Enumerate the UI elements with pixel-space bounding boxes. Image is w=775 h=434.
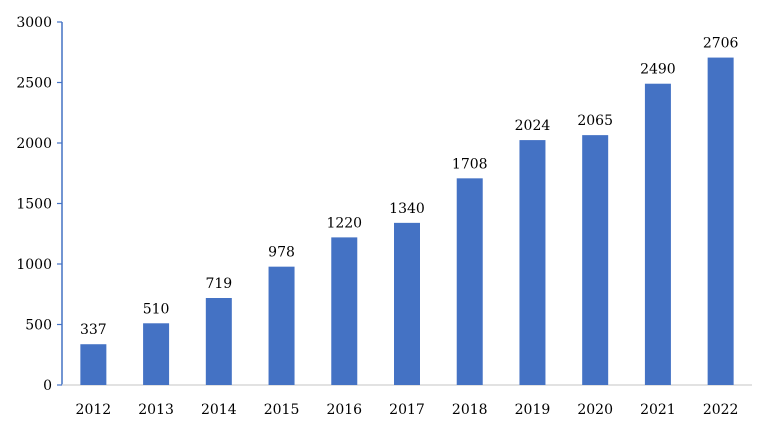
- bar-2013: [143, 323, 170, 385]
- y-tick-label: 3000: [16, 15, 52, 31]
- x-tick-label: 2017: [389, 402, 425, 418]
- x-tick-label: 2012: [76, 402, 112, 418]
- data-label-2019: 2024: [515, 118, 551, 134]
- x-tick-label: 2019: [515, 402, 551, 418]
- x-axis: 2012 2013 2014 2015 2016 2017 2018 2019 2020 2021…: [62, 384, 752, 418]
- y-tick-label: 1000: [16, 257, 52, 273]
- bar-2017: [394, 222, 420, 385]
- x-tick-label: 2018: [452, 402, 488, 418]
- x-tick-label: 2016: [326, 402, 362, 418]
- data-label-2013: 510: [143, 301, 170, 317]
- data-label-2014: 719: [205, 276, 232, 292]
- bar-2018: [456, 178, 483, 385]
- x-tick-label: 2013: [138, 402, 174, 418]
- data-label-2015: 978: [268, 245, 295, 261]
- data-label-2022: 2706: [703, 36, 739, 52]
- bar-2015: [268, 266, 295, 385]
- x-tick-label: 2022: [703, 402, 739, 418]
- data-label-2018: 1708: [452, 156, 488, 172]
- y-tick-label: 2500: [16, 76, 52, 92]
- data-label-2020: 2065: [577, 113, 613, 129]
- x-tick-label: 2021: [640, 402, 676, 418]
- x-tick-label: 2020: [577, 402, 613, 418]
- bar-2022: [707, 57, 734, 385]
- data-label-2016: 1220: [326, 215, 362, 231]
- data-label-2021: 2490: [640, 62, 676, 78]
- bar-2020: [582, 135, 609, 385]
- bar-2012: [80, 344, 107, 385]
- y-tick-label: 1500: [16, 197, 52, 213]
- bar-2021: [644, 83, 671, 386]
- x-tick-label: 2015: [264, 402, 300, 418]
- bar-2019: [519, 140, 546, 385]
- bar-2016: [331, 237, 358, 385]
- y-tick-label: 2000: [16, 136, 52, 152]
- y-tick-label: 0: [43, 378, 52, 394]
- data-labels: 337 510 719 978 1220 1340 1708 2024 2065 2490 2706: [80, 36, 739, 339]
- bar-2014: [205, 298, 232, 385]
- data-label-2017: 1340: [389, 201, 425, 217]
- y-axis: 0 500 1000 1500 2000 2500 3000: [16, 15, 63, 394]
- x-tick-label: 2014: [201, 402, 237, 418]
- y-tick-label: 500: [25, 318, 52, 334]
- bar-series: [80, 57, 734, 386]
- data-label-2012: 337: [80, 322, 107, 338]
